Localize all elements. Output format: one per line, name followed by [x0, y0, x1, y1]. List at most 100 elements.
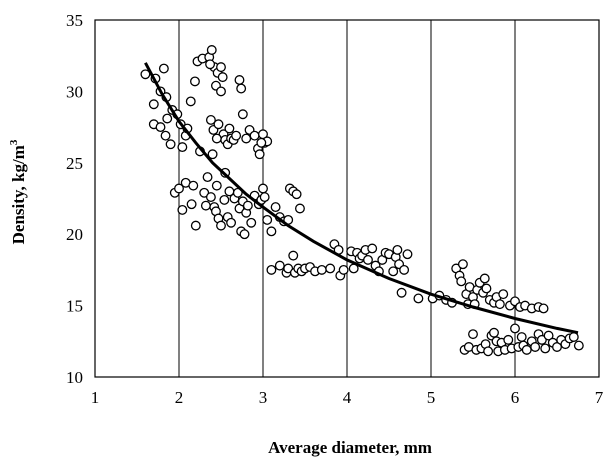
data-point — [190, 220, 201, 231]
data-point — [207, 149, 218, 160]
data-point — [363, 254, 373, 265]
y-tick-labels: 10 15 20 25 30 35 — [66, 11, 83, 387]
data-point — [140, 69, 151, 80]
data-point — [568, 332, 579, 342]
data-point — [288, 250, 299, 261]
data-point — [239, 229, 250, 240]
data-point — [262, 214, 273, 225]
data-point — [266, 264, 277, 275]
data-point — [246, 217, 257, 228]
data-point — [162, 113, 173, 124]
data-point — [200, 200, 211, 211]
data-point — [254, 149, 265, 160]
data-point — [231, 130, 242, 141]
data-point — [213, 119, 224, 130]
data-point — [211, 180, 222, 191]
data-point — [468, 329, 478, 340]
data-point — [174, 183, 184, 194]
data-point — [494, 299, 505, 310]
data-point — [148, 99, 159, 110]
data-point — [316, 264, 327, 275]
data-point — [552, 342, 562, 352]
y-axis-label-main: Density, kg/m — [9, 145, 28, 244]
x-tick-label: 4 — [343, 388, 352, 407]
y-axis-label-sup: 3 — [8, 139, 20, 145]
data-point — [205, 115, 216, 125]
data-point — [402, 249, 413, 260]
data-point — [388, 266, 399, 277]
scatter-points — [140, 45, 584, 357]
y-tick-label: 35 — [66, 11, 83, 30]
data-point — [217, 72, 228, 83]
data-point — [224, 123, 235, 134]
data-point — [291, 189, 302, 200]
data-point — [185, 96, 196, 107]
x-tick-label: 6 — [511, 388, 520, 407]
y-axis-label: Density, kg/m3 — [8, 139, 28, 244]
data-point — [479, 273, 490, 284]
data-point — [503, 334, 514, 345]
data-point — [237, 109, 248, 120]
data-point — [521, 344, 532, 355]
data-point — [205, 192, 216, 203]
x-tick-label: 3 — [259, 388, 268, 407]
data-point — [165, 139, 176, 150]
data-point — [530, 342, 541, 352]
grid-lines — [178, 20, 516, 377]
data-point — [498, 289, 509, 300]
data-point — [274, 260, 285, 271]
y-tick-label: 25 — [66, 154, 83, 173]
data-point — [481, 283, 492, 294]
data-point — [489, 327, 499, 338]
x-axis-label: Average diameter, mm — [268, 438, 432, 457]
data-point — [160, 130, 171, 141]
data-point — [516, 332, 527, 342]
data-point — [158, 63, 169, 74]
data-point — [396, 287, 407, 298]
data-point — [538, 303, 549, 314]
data-point — [540, 343, 551, 354]
plot-frame — [94, 19, 600, 378]
data-point — [456, 276, 467, 287]
data-point — [224, 186, 235, 197]
data-point — [216, 220, 226, 231]
data-point — [155, 122, 166, 133]
data-point — [457, 259, 468, 270]
data-point — [211, 133, 222, 144]
data-point — [256, 137, 267, 148]
y-tick-label: 10 — [66, 368, 83, 387]
data-point — [186, 199, 197, 210]
y-tick-label: 30 — [66, 82, 83, 101]
data-point — [270, 202, 281, 213]
data-point — [325, 263, 336, 274]
data-point — [219, 194, 230, 205]
trend-line — [144, 62, 579, 335]
data-point — [413, 293, 424, 304]
data-point — [234, 75, 245, 85]
x-tick-label: 7 — [595, 388, 604, 407]
data-point — [188, 180, 199, 191]
data-point — [295, 203, 305, 214]
data-point — [399, 264, 410, 275]
data-point — [510, 323, 520, 334]
data-point — [205, 59, 216, 70]
data-point — [190, 76, 200, 87]
data-point — [216, 62, 226, 73]
data-point — [177, 204, 188, 215]
y-tick-label: 20 — [66, 225, 83, 244]
data-point — [206, 45, 217, 55]
data-point — [236, 83, 247, 94]
data-point — [249, 130, 260, 141]
x-tick-labels: 1 2 3 4 5 6 7 — [91, 388, 604, 407]
data-point — [543, 330, 554, 341]
y-tick-label: 15 — [66, 297, 83, 316]
data-point — [242, 200, 253, 211]
data-point — [483, 346, 494, 357]
data-point — [573, 340, 584, 351]
x-tick-label: 2 — [175, 388, 184, 407]
x-tick-label: 1 — [91, 388, 100, 407]
data-point — [202, 172, 213, 183]
data-point — [216, 86, 226, 97]
data-point — [266, 226, 277, 237]
data-point — [367, 243, 378, 254]
